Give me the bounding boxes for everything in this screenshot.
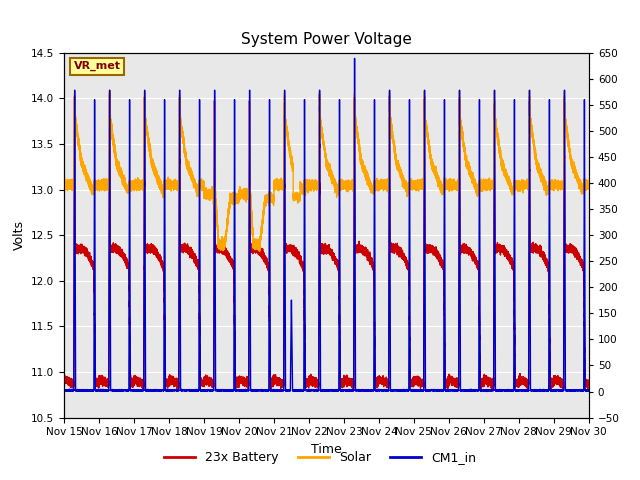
- Y-axis label: Volts: Volts: [12, 220, 26, 250]
- X-axis label: Time: Time: [311, 443, 342, 456]
- Legend: 23x Battery, Solar, CM1_in: 23x Battery, Solar, CM1_in: [159, 446, 481, 469]
- Text: VR_met: VR_met: [74, 61, 120, 72]
- Title: System Power Voltage: System Power Voltage: [241, 33, 412, 48]
